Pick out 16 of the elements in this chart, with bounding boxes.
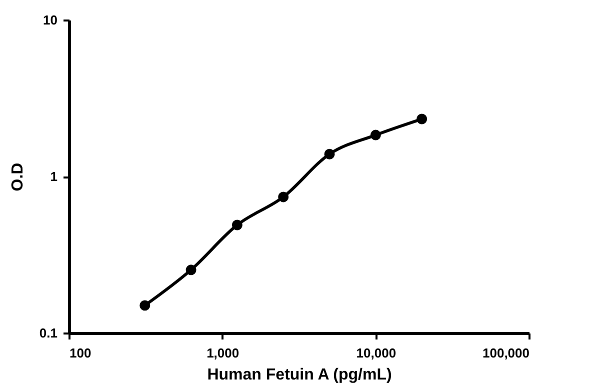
x-tick-label: 10,000 <box>356 346 396 360</box>
y-tick-label: 10 <box>43 12 58 28</box>
y-axis-title: O.D <box>9 162 26 192</box>
x-tick-label: 1,000 <box>206 346 240 360</box>
point <box>370 130 381 140</box>
point <box>186 264 196 276</box>
point <box>140 300 150 311</box>
point <box>416 114 428 124</box>
y-tick-label: 1 <box>50 169 58 184</box>
x-axis-title: Human Fetuin A (pg/mL) <box>207 366 392 384</box>
x-tick-label: 100 <box>70 346 92 360</box>
x-tick-label: 100,000 <box>482 346 530 360</box>
y-tick-label: 0.1 <box>39 326 58 340</box>
point <box>232 220 242 230</box>
point <box>324 148 335 160</box>
point <box>278 192 289 202</box>
